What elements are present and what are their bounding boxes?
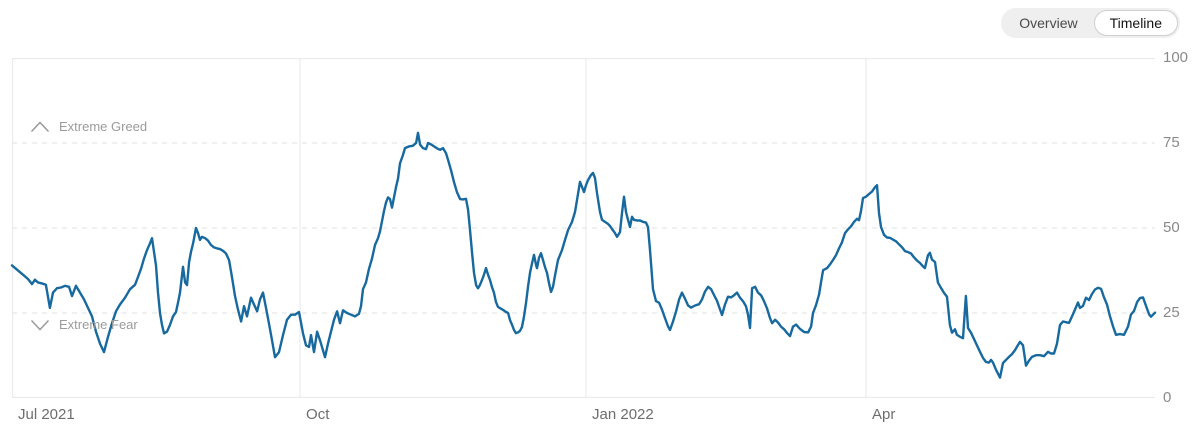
x-tick-label-2: Jan 2022 [592, 406, 654, 423]
view-toggle: Overview Timeline [1001, 8, 1180, 38]
y-tick-label-100: 100 [1163, 49, 1189, 66]
y-tick-label-0: 0 [1163, 389, 1172, 406]
toggle-timeline-button[interactable]: Timeline [1093, 10, 1178, 36]
y-tick-label-25: 25 [1163, 304, 1180, 321]
x-tick-label-3: Apr [872, 406, 896, 423]
extreme-greed-label: Extreme Greed [59, 119, 148, 134]
extreme-greed-annotation: Extreme Greed [30, 117, 147, 137]
toggle-overview-button[interactable]: Overview [1003, 10, 1093, 36]
fear-greed-chart-svg[interactable] [10, 58, 1157, 398]
x-tick-label-1: Oct [306, 406, 330, 423]
chevron-down-icon [30, 319, 50, 331]
y-tick-label-50: 50 [1163, 219, 1180, 236]
extreme-fear-annotation: Extreme Fear [30, 315, 138, 335]
x-tick-label-0: Jul 2021 [18, 406, 75, 423]
extreme-fear-label: Extreme Fear [59, 317, 138, 332]
fear-greed-series-line [10, 131, 1157, 379]
chevron-up-icon [30, 121, 50, 133]
y-tick-label-75: 75 [1163, 134, 1180, 151]
